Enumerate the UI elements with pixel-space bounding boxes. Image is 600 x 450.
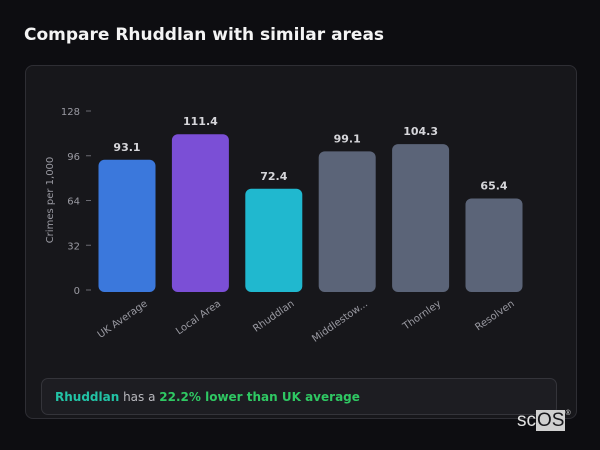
scos-logo: scOS® xyxy=(517,410,571,432)
bar-value-label: 65.4 xyxy=(480,180,507,193)
bar-4 xyxy=(392,144,450,292)
logo-text-os: OS xyxy=(536,410,566,431)
bar-2 xyxy=(245,188,303,292)
bar-value-label: 72.4 xyxy=(260,170,287,183)
bar-value-label: 104.3 xyxy=(403,125,438,138)
bar-0 xyxy=(98,159,156,292)
y-tick-label: 96 xyxy=(67,152,80,163)
x-tick-label: UK Average xyxy=(96,298,150,340)
bar-1 xyxy=(171,134,229,292)
x-tick-label: Middlestow... xyxy=(310,298,370,344)
page-title: Compare Rhuddlan with similar areas xyxy=(24,25,385,45)
y-tick-label: 0 xyxy=(74,286,80,297)
y-tick-label: 64 xyxy=(67,197,80,208)
summary-area: Rhuddlan xyxy=(55,390,120,404)
y-tick-label: 128 xyxy=(61,107,80,118)
y-axis-label: Crimes per 1,000 xyxy=(45,157,56,244)
x-tick-label: Resolven xyxy=(473,298,516,333)
logo-mark: ® xyxy=(565,410,571,417)
summary-text: has a xyxy=(119,390,160,404)
bar-value-label: 111.4 xyxy=(183,115,218,128)
x-tick-label: Thornley xyxy=(400,298,443,333)
x-tick-label: Rhuddlan xyxy=(251,298,296,334)
logo-text: sc xyxy=(517,410,536,431)
bar-value-label: 99.1 xyxy=(334,132,361,145)
summary-highlight: 22.2% lower than UK average xyxy=(159,390,360,404)
x-tick-label: Local Area xyxy=(174,298,223,337)
bar-5 xyxy=(465,198,523,292)
comparison-summary: Rhuddlan has a 22.2% lower than UK avera… xyxy=(41,378,557,415)
bar-value-label: 93.1 xyxy=(113,141,140,154)
bar-3 xyxy=(318,151,376,292)
y-tick-label: 32 xyxy=(67,241,80,252)
